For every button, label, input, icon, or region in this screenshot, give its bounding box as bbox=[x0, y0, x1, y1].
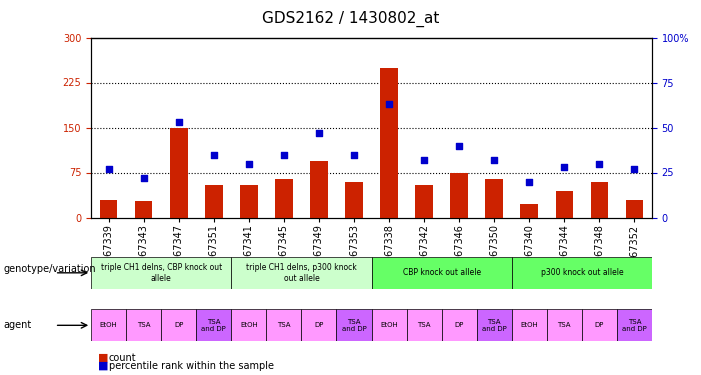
Text: TSA
and DP: TSA and DP bbox=[482, 319, 507, 332]
Bar bbox=[591, 182, 608, 218]
FancyBboxPatch shape bbox=[196, 309, 231, 341]
Bar bbox=[346, 182, 363, 218]
Bar bbox=[381, 68, 398, 218]
FancyBboxPatch shape bbox=[372, 257, 512, 289]
Text: ■: ■ bbox=[98, 353, 109, 363]
Point bbox=[278, 152, 290, 157]
FancyBboxPatch shape bbox=[336, 309, 372, 341]
FancyBboxPatch shape bbox=[407, 309, 442, 341]
Bar bbox=[205, 184, 223, 218]
Bar bbox=[275, 178, 293, 218]
FancyBboxPatch shape bbox=[301, 309, 336, 341]
Text: agent: agent bbox=[4, 320, 32, 330]
Text: EtOH: EtOH bbox=[380, 322, 398, 328]
Text: TSA
and DP: TSA and DP bbox=[201, 319, 226, 332]
FancyBboxPatch shape bbox=[582, 309, 617, 341]
FancyBboxPatch shape bbox=[91, 309, 126, 341]
Bar bbox=[170, 128, 188, 218]
Text: GDS2162 / 1430802_at: GDS2162 / 1430802_at bbox=[261, 11, 440, 27]
Bar bbox=[135, 201, 153, 217]
Text: TSA: TSA bbox=[557, 322, 571, 328]
Point bbox=[454, 142, 465, 148]
Bar bbox=[486, 178, 503, 218]
Text: ■: ■ bbox=[98, 361, 109, 370]
FancyBboxPatch shape bbox=[231, 257, 372, 289]
Point bbox=[173, 119, 184, 125]
Bar bbox=[100, 200, 118, 217]
Text: TSA
and DP: TSA and DP bbox=[622, 319, 647, 332]
Text: p300 knock out allele: p300 knock out allele bbox=[540, 268, 623, 278]
Point bbox=[208, 152, 219, 157]
Point bbox=[559, 164, 570, 170]
Point bbox=[313, 130, 325, 136]
Text: genotype/variation: genotype/variation bbox=[4, 264, 96, 274]
FancyBboxPatch shape bbox=[91, 257, 231, 289]
Text: EtOH: EtOH bbox=[100, 322, 118, 328]
Text: TSA
and DP: TSA and DP bbox=[341, 319, 367, 332]
Text: TSA: TSA bbox=[417, 322, 431, 328]
Text: triple CH1 delns, CBP knock out
allele: triple CH1 delns, CBP knock out allele bbox=[101, 263, 222, 282]
Point bbox=[418, 157, 430, 163]
Text: EtOH: EtOH bbox=[520, 322, 538, 328]
Bar bbox=[311, 160, 328, 218]
Text: DP: DP bbox=[454, 322, 464, 328]
Bar bbox=[451, 172, 468, 217]
Text: DP: DP bbox=[594, 322, 604, 328]
Point bbox=[524, 178, 535, 184]
Point bbox=[489, 157, 500, 163]
FancyBboxPatch shape bbox=[372, 309, 407, 341]
FancyBboxPatch shape bbox=[266, 309, 301, 341]
Point bbox=[243, 160, 254, 166]
Point bbox=[594, 160, 605, 166]
Text: TSA: TSA bbox=[277, 322, 291, 328]
FancyBboxPatch shape bbox=[477, 309, 512, 341]
Point bbox=[383, 101, 395, 107]
Bar bbox=[626, 200, 644, 217]
Bar bbox=[416, 184, 433, 218]
Text: EtOH: EtOH bbox=[240, 322, 258, 328]
FancyBboxPatch shape bbox=[512, 309, 547, 341]
FancyBboxPatch shape bbox=[231, 309, 266, 341]
Point bbox=[629, 166, 640, 172]
Point bbox=[348, 152, 360, 157]
Text: count: count bbox=[109, 353, 136, 363]
Bar bbox=[556, 190, 573, 217]
FancyBboxPatch shape bbox=[547, 309, 582, 341]
Point bbox=[103, 166, 114, 172]
FancyBboxPatch shape bbox=[512, 257, 652, 289]
Text: CBP knock out allele: CBP knock out allele bbox=[402, 268, 481, 278]
Bar bbox=[521, 204, 538, 218]
Text: DP: DP bbox=[314, 322, 324, 328]
FancyBboxPatch shape bbox=[126, 309, 161, 341]
Point bbox=[138, 175, 149, 181]
FancyBboxPatch shape bbox=[161, 309, 196, 341]
Text: triple CH1 delns, p300 knock
out allele: triple CH1 delns, p300 knock out allele bbox=[246, 263, 357, 282]
FancyBboxPatch shape bbox=[617, 309, 652, 341]
Text: percentile rank within the sample: percentile rank within the sample bbox=[109, 361, 273, 370]
Text: DP: DP bbox=[174, 322, 184, 328]
Text: TSA: TSA bbox=[137, 322, 151, 328]
FancyBboxPatch shape bbox=[442, 309, 477, 341]
Bar bbox=[240, 184, 258, 218]
